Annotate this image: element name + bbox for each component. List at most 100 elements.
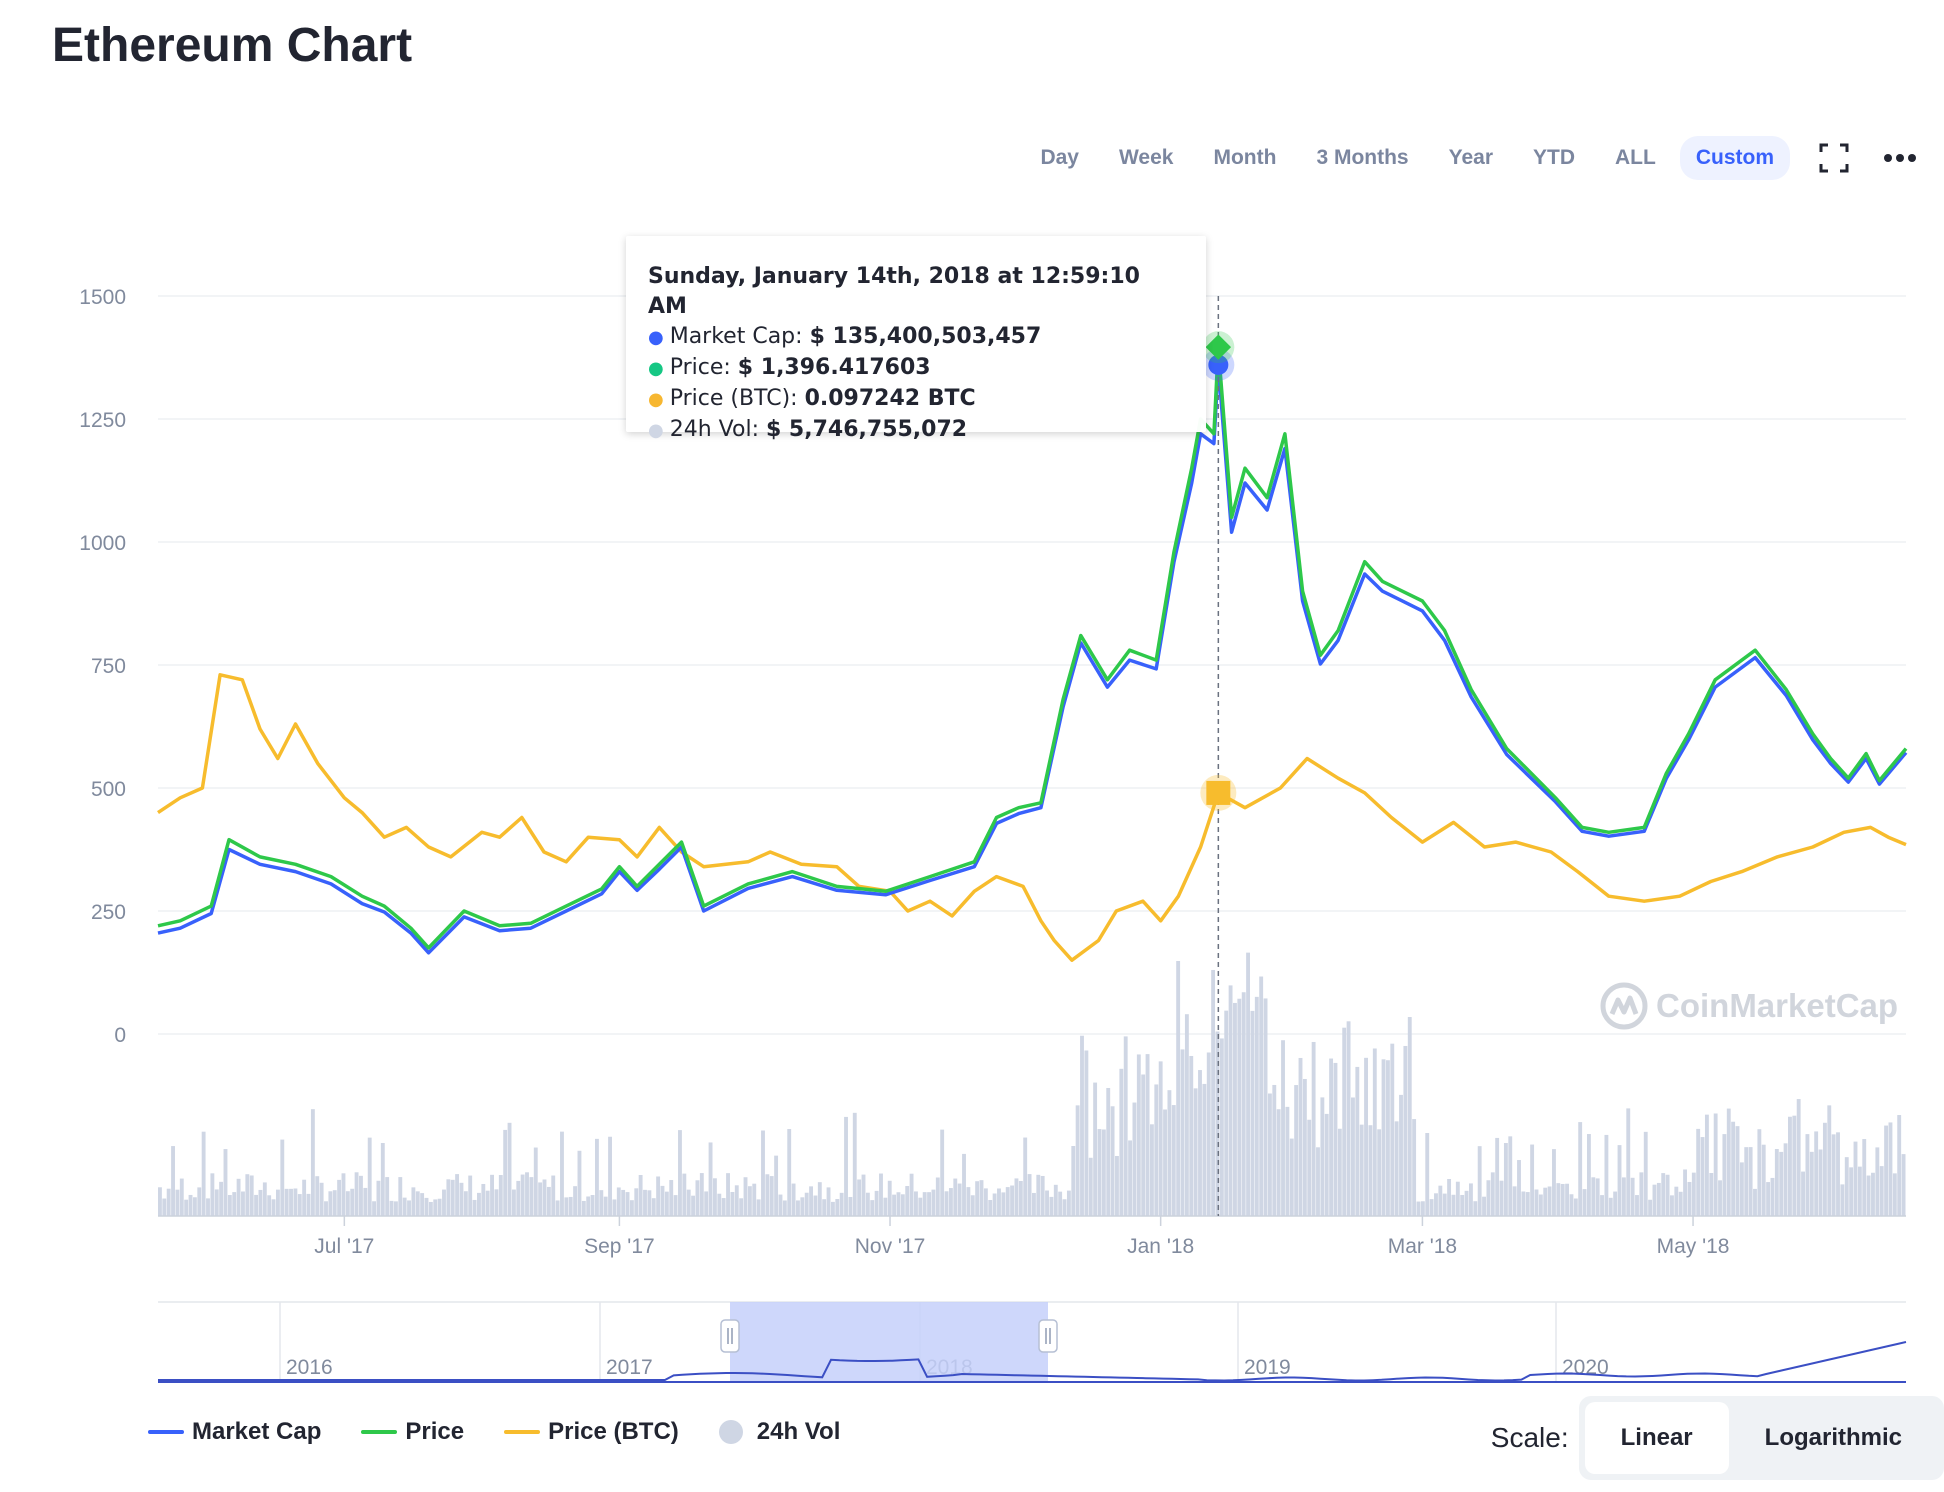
volume-bar [621,1189,626,1216]
volume-bar [1420,1201,1425,1216]
volume-bar [1001,1192,1006,1216]
volume-bar [747,1186,752,1216]
range-week-button[interactable]: Week [1118,146,1174,169]
volume-bar [446,1179,451,1216]
volume-bar [822,1199,827,1216]
volume-bar [1285,1106,1290,1216]
more-dots-icon[interactable] [1878,136,1922,180]
legend-label: Price [405,1418,465,1445]
volume-bar [1115,1155,1119,1216]
volume-bar [625,1192,630,1216]
ethereum-price-chart[interactable]: 1500 1250 1000 750 500 250 0 Jul '17 Sep '17 Nov … [0,0,1944,1400]
volume-bar [158,1187,162,1216]
volume-bar [699,1173,704,1216]
volume-bar [647,1190,652,1216]
volume-bar [870,1200,875,1216]
volume-bar [1827,1105,1832,1216]
volume-bar [1224,1010,1229,1216]
navigator-handle[interactable] [720,1319,740,1353]
volume-bar [905,1186,910,1216]
volume-bar [1198,1070,1202,1216]
volume-bar [599,1190,604,1216]
volume-bar [1215,1031,1220,1216]
volume-bar [839,1192,844,1216]
volume-bar [1604,1134,1609,1216]
volume-bar [1211,969,1216,1216]
volume-bar [1075,1105,1080,1216]
volume-bar [1512,1186,1517,1216]
tooltip-value: $ 135,400,503,457 [809,324,1042,349]
volume-bar [948,1188,953,1216]
volume-bar [765,1174,770,1216]
volume-bar [1582,1189,1587,1216]
legend-item-volume[interactable]: 24h Vol [718,1418,840,1446]
volume-bar [1857,1166,1862,1216]
volume-bar [1600,1195,1604,1216]
scale-toggle: Linear Logarithmic [1578,1396,1944,1480]
volume-bar [1718,1180,1722,1216]
tooltip-label: Market Cap: [669,324,810,349]
volume-bar [1495,1137,1500,1216]
volume-bar [643,1189,647,1216]
volume-bar [1263,998,1268,1216]
legend-item-market-cap[interactable]: Market Cap [148,1418,321,1446]
volume-bar [302,1179,307,1216]
volume-bar [415,1191,420,1216]
volume-bar [490,1174,494,1216]
volume-bar [629,1200,634,1216]
volume-bar [1731,1121,1736,1216]
volume-bar [380,1142,385,1216]
range-ytd-button[interactable]: YTD [1533,146,1575,169]
scale-linear-button[interactable]: Linear [1584,1402,1729,1474]
volume-bar [1036,1174,1041,1216]
volume-bar [953,1178,958,1216]
x-tick-label: May '18 [1657,1235,1730,1258]
volume-bar [1591,1177,1596,1216]
volume-bar [1372,1048,1377,1216]
volume-bar [935,1177,940,1216]
navigator-line [158,1341,1907,1382]
legend-item-price-btc[interactable]: Price (BTC) [504,1418,679,1446]
tooltip-row-price-btc: ● Price (BTC): 0.097242 BTC [648,386,976,411]
range-custom-button[interactable]: Custom [1679,136,1790,180]
fullscreen-icon[interactable] [1812,136,1856,180]
volume-bar [1831,1134,1836,1216]
volume-bar [223,1149,228,1216]
volume-bar [730,1191,735,1216]
volume-bar [367,1137,372,1216]
volume-bar [337,1179,342,1216]
volume-bar [1892,1173,1897,1216]
volume-bar [1809,1151,1814,1216]
volume-bar [1202,1083,1207,1216]
volume-bar [459,1182,464,1216]
volume-bar [879,1173,883,1216]
scale-logarithmic-button[interactable]: Logarithmic [1764,1424,1902,1451]
volume-bar [254,1194,259,1216]
volume-bar [1862,1139,1867,1216]
time-range-selector: Day Week Month 3 Months Year YTD ALL Cus… [1024,136,1922,180]
range-year-button[interactable]: Year [1448,146,1493,169]
navigator-handle[interactable] [1038,1319,1058,1353]
volume-bar [1766,1182,1771,1216]
volume-bar [1761,1144,1766,1216]
volume-bar [389,1200,394,1216]
x-tick-label: Mar '18 [1388,1235,1457,1258]
volume-bar [1460,1194,1465,1216]
tooltip-label: Price: [669,355,738,380]
range-month-button[interactable]: Month [1213,146,1277,169]
volume-bar [1569,1194,1574,1216]
range-day-button[interactable]: Day [1040,146,1079,169]
volume-bar [1298,1057,1303,1216]
volume-bar [1390,1043,1395,1216]
tooltip-value: $ 1,396.417603 [737,355,931,380]
legend-swatch [504,1430,541,1434]
volume-bar [992,1193,997,1216]
volume-bar [1399,1094,1403,1216]
legend-item-price[interactable]: Price [361,1418,464,1446]
volume-bar [345,1191,350,1216]
range-3-months-button[interactable]: 3 Months [1316,146,1409,169]
volume-bar [988,1199,993,1216]
volume-bar [1744,1147,1749,1216]
range-all-button[interactable]: ALL [1615,146,1656,169]
y-tick-label: 500 [91,778,126,801]
